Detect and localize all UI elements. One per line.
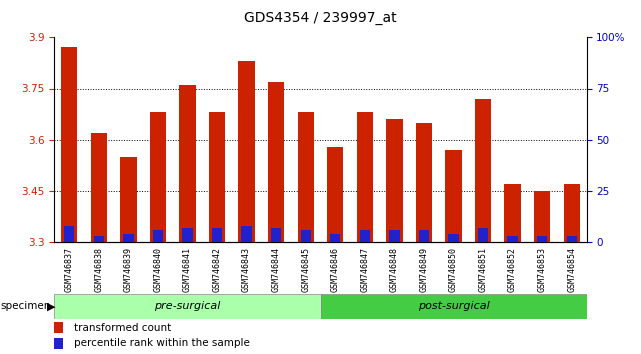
Bar xyxy=(416,123,432,242)
Text: GSM746848: GSM746848 xyxy=(390,247,399,292)
Bar xyxy=(271,228,281,242)
Bar xyxy=(64,226,74,242)
Bar xyxy=(209,113,225,242)
Text: transformed count: transformed count xyxy=(74,322,171,332)
Bar xyxy=(504,184,520,242)
Text: GSM746845: GSM746845 xyxy=(301,247,310,292)
Bar xyxy=(360,230,370,242)
Text: pre-surgical: pre-surgical xyxy=(154,301,221,311)
Text: GSM746852: GSM746852 xyxy=(508,247,517,292)
Bar xyxy=(508,236,518,242)
Bar xyxy=(150,113,166,242)
Text: GSM746842: GSM746842 xyxy=(213,247,222,292)
Bar xyxy=(445,150,462,242)
Bar xyxy=(212,228,222,242)
Bar xyxy=(268,82,285,242)
Bar xyxy=(567,236,577,242)
Text: GSM746853: GSM746853 xyxy=(538,247,547,292)
Bar xyxy=(327,147,344,242)
Bar xyxy=(356,113,373,242)
Bar xyxy=(54,338,63,349)
Text: GSM746851: GSM746851 xyxy=(479,247,488,292)
Bar xyxy=(478,228,488,242)
Bar xyxy=(301,230,311,242)
Text: GSM746843: GSM746843 xyxy=(242,247,251,292)
Text: GSM746844: GSM746844 xyxy=(272,247,281,292)
Text: GSM746840: GSM746840 xyxy=(153,247,162,292)
Text: GSM746854: GSM746854 xyxy=(567,247,576,292)
Bar xyxy=(448,234,459,242)
Text: GSM746841: GSM746841 xyxy=(183,247,192,292)
Text: GSM746847: GSM746847 xyxy=(360,247,369,292)
Bar xyxy=(54,294,320,319)
Bar xyxy=(61,47,78,242)
Bar xyxy=(54,322,63,333)
Bar xyxy=(475,99,491,242)
Text: GSM746837: GSM746837 xyxy=(65,247,74,292)
Bar xyxy=(94,236,104,242)
Bar xyxy=(242,226,252,242)
Bar xyxy=(121,157,137,242)
Bar xyxy=(387,119,403,242)
Bar xyxy=(537,236,547,242)
Text: ▶: ▶ xyxy=(47,301,55,311)
Bar xyxy=(179,85,196,242)
Bar xyxy=(320,294,587,319)
Text: GSM746846: GSM746846 xyxy=(331,247,340,292)
Bar xyxy=(153,230,163,242)
Bar xyxy=(123,234,133,242)
Text: specimen: specimen xyxy=(1,301,51,311)
Text: GSM746850: GSM746850 xyxy=(449,247,458,292)
Text: GSM746849: GSM746849 xyxy=(419,247,428,292)
Bar xyxy=(90,133,107,242)
Bar xyxy=(238,61,254,242)
Text: post-surgical: post-surgical xyxy=(418,301,489,311)
Bar xyxy=(182,228,193,242)
Bar xyxy=(419,230,429,242)
Text: GSM746838: GSM746838 xyxy=(94,247,103,292)
Bar xyxy=(330,234,340,242)
Bar xyxy=(534,191,551,242)
Text: GSM746839: GSM746839 xyxy=(124,247,133,292)
Text: percentile rank within the sample: percentile rank within the sample xyxy=(74,338,249,348)
Bar xyxy=(297,113,314,242)
Bar xyxy=(563,184,580,242)
Text: GDS4354 / 239997_at: GDS4354 / 239997_at xyxy=(244,11,397,25)
Bar xyxy=(389,230,399,242)
